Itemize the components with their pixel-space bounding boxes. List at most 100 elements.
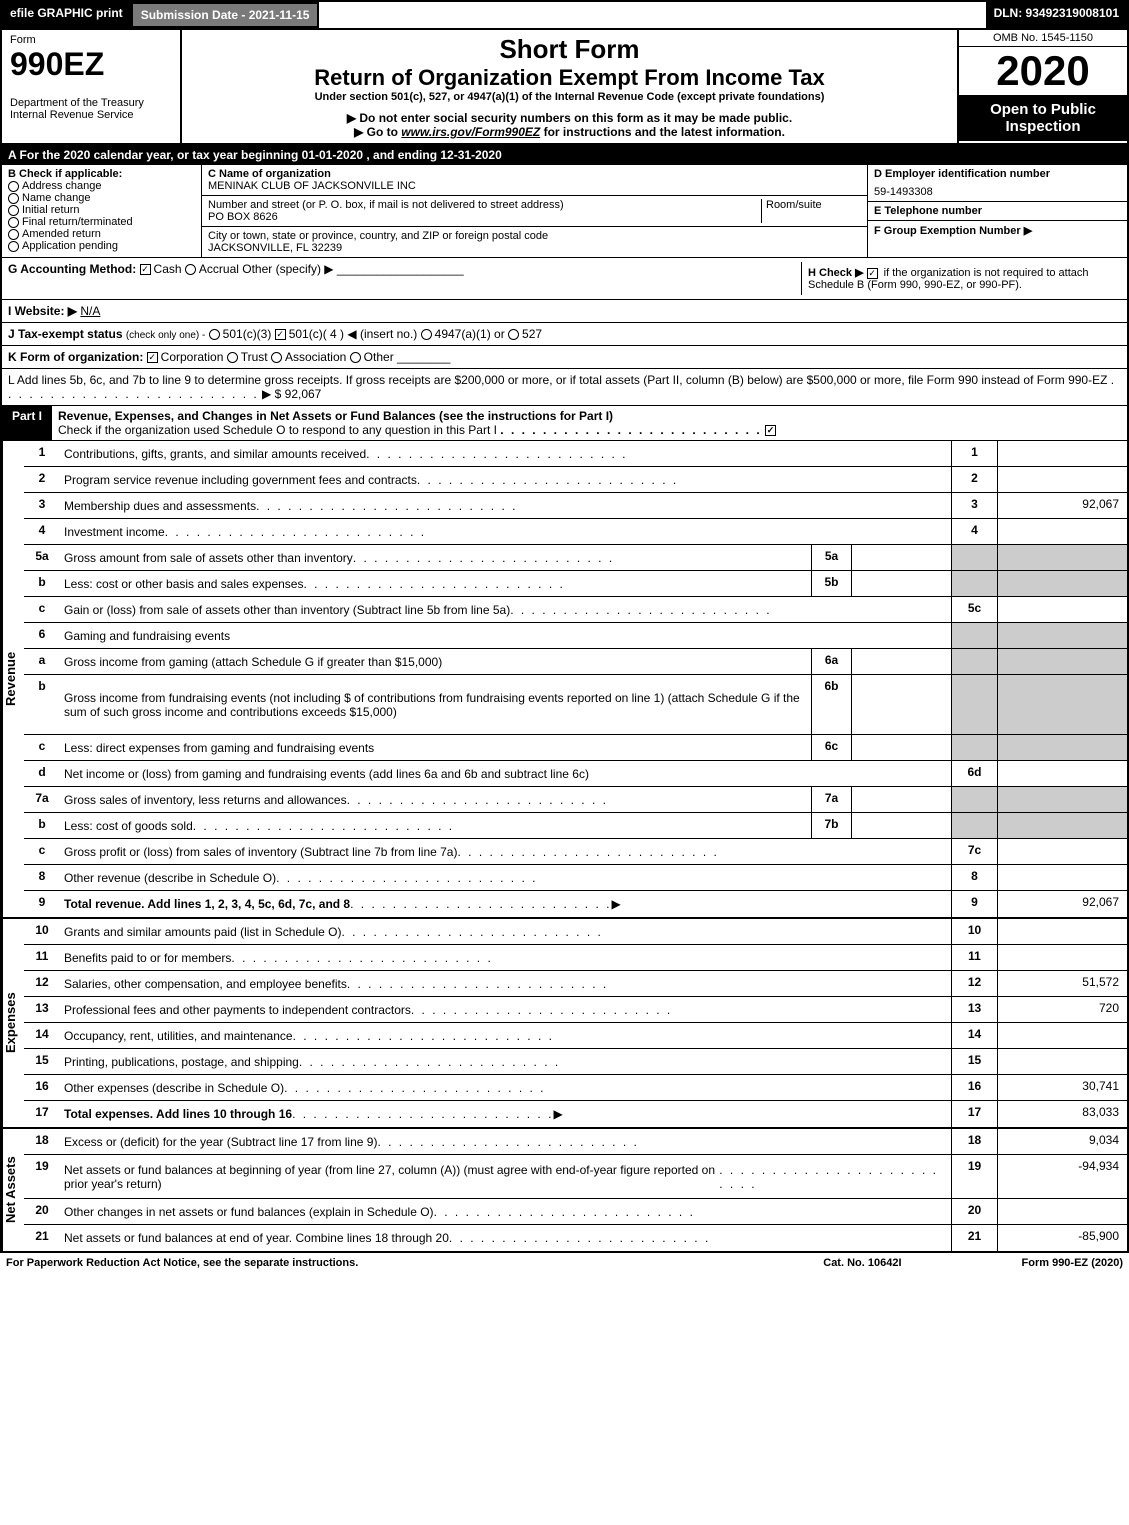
k-opt-0: Corporation <box>161 350 224 364</box>
amended-return-radio[interactable] <box>8 229 19 240</box>
tax-year: 2020 <box>959 47 1127 95</box>
line-7b: bLess: cost of goods sold7b <box>24 813 1127 839</box>
k-label: K Form of organization: <box>8 350 143 364</box>
k-corp-checkbox[interactable] <box>147 352 158 363</box>
department: Department of the Treasury <box>10 97 172 109</box>
line-18: 18Excess or (deficit) for the year (Subt… <box>24 1129 1127 1155</box>
efile-label: efile GRAPHIC print <box>2 2 131 28</box>
line-15: 15Printing, publications, postage, and s… <box>24 1049 1127 1075</box>
j-4947-radio[interactable] <box>421 329 432 340</box>
part-1-label: Part I <box>2 406 52 440</box>
b-opt-1: Name change <box>22 192 91 204</box>
g-label: G Accounting Method: <box>8 262 136 276</box>
l-arrow: ▶ $ <box>262 387 281 401</box>
goto-prefix: ▶ Go to <box>354 125 401 139</box>
section-d: D Employer identification number 59-1493… <box>867 165 1127 257</box>
accrual-radio[interactable] <box>185 264 196 275</box>
line-14: 14Occupancy, rent, utilities, and mainte… <box>24 1023 1127 1049</box>
c-street-label: Number and street (or P. O. box, if mail… <box>208 199 564 211</box>
part-1-sub: Check if the organization used Schedule … <box>58 423 497 437</box>
line-5a: 5aGross amount from sale of assets other… <box>24 545 1127 571</box>
form-header: Form 990EZ Department of the Treasury In… <box>0 30 1129 145</box>
org-street: PO BOX 8626 <box>208 211 278 223</box>
final-return-radio[interactable] <box>8 217 19 228</box>
line-20: 20Other changes in net assets or fund ba… <box>24 1199 1127 1225</box>
line-2: 2Program service revenue including gover… <box>24 467 1127 493</box>
line-16: 16Other expenses (describe in Schedule O… <box>24 1075 1127 1101</box>
section-b: B Check if applicable: Address change Na… <box>2 165 202 257</box>
g-accrual: Accrual <box>199 262 239 276</box>
h-col: H Check ▶ if the organization is not req… <box>801 262 1121 295</box>
row-l: L Add lines 5b, 6c, and 7b to line 9 to … <box>0 369 1129 406</box>
j-opt1: 501(c)(3) <box>223 327 272 341</box>
line-6a: aGross income from gaming (attach Schedu… <box>24 649 1127 675</box>
j-527-radio[interactable] <box>508 329 519 340</box>
c-city-label: City or town, state or province, country… <box>208 230 548 242</box>
submission-date: Submission Date - 2021-11-15 <box>131 2 320 28</box>
j-label: J Tax-exempt status <box>8 327 123 341</box>
goto-link[interactable]: www.irs.gov/Form990EZ <box>401 125 540 139</box>
k-assoc-radio[interactable] <box>271 352 282 363</box>
cash-checkbox[interactable] <box>140 264 151 275</box>
info-block: B Check if applicable: Address change Na… <box>0 165 1129 258</box>
k-trust-radio[interactable] <box>227 352 238 363</box>
period-row: A For the 2020 calendar year, or tax yea… <box>0 145 1129 165</box>
j-501c-checkbox[interactable] <box>275 329 286 340</box>
l-text: L Add lines 5b, 6c, and 7b to line 9 to … <box>8 373 1107 387</box>
form-number: 990EZ <box>10 46 172 83</box>
line-6c: cLess: direct expenses from gaming and f… <box>24 735 1127 761</box>
line-3: 3Membership dues and assessments392,067 <box>24 493 1127 519</box>
revenue-section: Revenue 1Contributions, gifts, grants, a… <box>0 441 1129 919</box>
b-opt-4: Amended return <box>22 228 101 240</box>
irs: Internal Revenue Service <box>10 109 172 121</box>
line-11: 11Benefits paid to or for members11 <box>24 945 1127 971</box>
line-6b: bGross income from fundraising events (n… <box>24 675 1127 735</box>
addr-change-radio[interactable] <box>8 181 19 192</box>
j-sub: (check only one) - <box>126 330 205 341</box>
j-opt4: 527 <box>522 327 542 341</box>
net-assets-section: Net Assets 18Excess or (deficit) for the… <box>0 1129 1129 1253</box>
footer-mid: Cat. No. 10642I <box>823 1257 901 1269</box>
net-assets-side-label: Net Assets <box>2 1129 24 1251</box>
return-title: Return of Organization Exempt From Incom… <box>190 65 949 91</box>
line-1: 1Contributions, gifts, grants, and simil… <box>24 441 1127 467</box>
page-footer: For Paperwork Reduction Act Notice, see … <box>0 1253 1129 1273</box>
k-opt-2: Association <box>285 350 346 364</box>
under-section: Under section 501(c), 527, or 4947(a)(1)… <box>190 91 949 103</box>
l-value: 92,067 <box>285 387 322 401</box>
k-opt-3: Other <box>364 350 394 364</box>
omb-number: OMB No. 1545-1150 <box>959 30 1127 47</box>
group-exemption-label: F Group Exemption Number ▶ <box>874 225 1032 237</box>
initial-return-radio[interactable] <box>8 205 19 216</box>
revenue-side-label: Revenue <box>2 441 24 917</box>
h-label: H Check ▶ <box>808 267 864 279</box>
row-j: J Tax-exempt status (check only one) - 5… <box>0 323 1129 346</box>
expenses-section: Expenses 10Grants and similar amounts pa… <box>0 919 1129 1129</box>
line-5b: bLess: cost or other basis and sales exp… <box>24 571 1127 597</box>
line-13: 13Professional fees and other payments t… <box>24 997 1127 1023</box>
phone-label: E Telephone number <box>874 205 982 217</box>
k-other-radio[interactable] <box>350 352 361 363</box>
line-8: 8Other revenue (describe in Schedule O)8 <box>24 865 1127 891</box>
ein-label: D Employer identification number <box>874 168 1050 180</box>
form-word: Form <box>10 34 172 46</box>
app-pending-radio[interactable] <box>8 241 19 252</box>
dln: DLN: 93492319008101 <box>986 2 1127 28</box>
b-label: B Check if applicable: <box>8 168 122 180</box>
b-opt-5: Application pending <box>22 240 118 252</box>
line-17: 17Total expenses. Add lines 10 through 1… <box>24 1101 1127 1127</box>
part-1-dots <box>500 423 761 437</box>
part-1-header: Part I Revenue, Expenses, and Changes in… <box>0 406 1129 441</box>
short-form-title: Short Form <box>190 34 949 65</box>
top-bar: efile GRAPHIC print Submission Date - 20… <box>0 0 1129 30</box>
h-checkbox[interactable] <box>867 268 878 279</box>
footer-right: Form 990-EZ (2020) <box>1022 1257 1123 1269</box>
name-change-radio[interactable] <box>8 193 19 204</box>
open-to-public: Open to Public Inspection <box>959 95 1127 141</box>
line-7c: cGross profit or (loss) from sales of in… <box>24 839 1127 865</box>
website-value: N/A <box>80 304 100 318</box>
j-501c3-radio[interactable] <box>209 329 220 340</box>
part-1-sched-o-checkbox[interactable] <box>765 425 776 436</box>
org-name: MENINAK CLUB OF JACKSONVILLE INC <box>208 180 416 192</box>
line-6: 6Gaming and fundraising events <box>24 623 1127 649</box>
